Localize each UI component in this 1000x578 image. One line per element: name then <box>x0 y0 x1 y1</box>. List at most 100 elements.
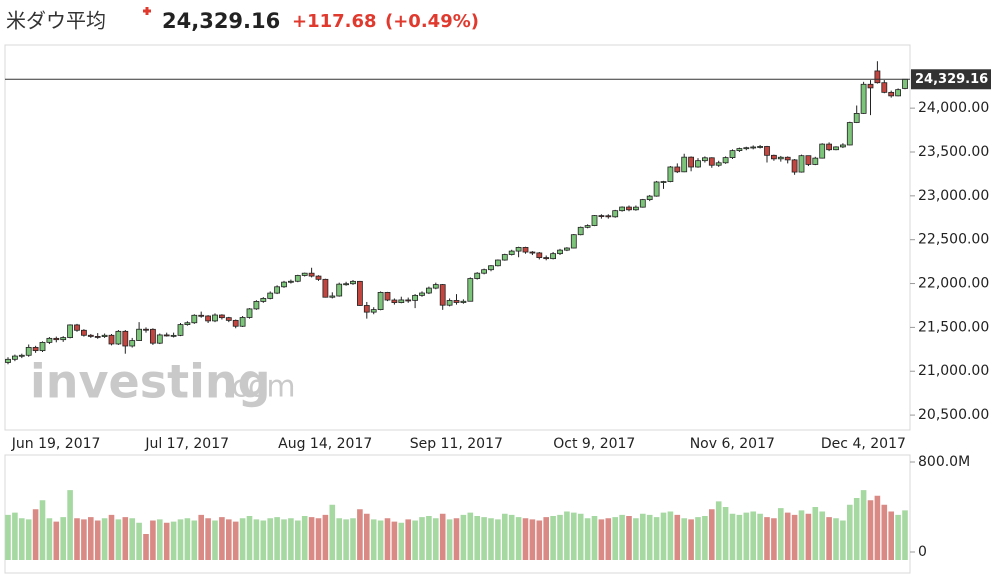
candle-body <box>653 181 660 197</box>
y-tick-label: 21,500.00 <box>918 319 989 335</box>
candle-body <box>881 82 888 93</box>
y-tick-label: 0 <box>918 544 927 560</box>
volume-bar <box>550 516 556 560</box>
candle-body <box>218 314 225 319</box>
volume-bar <box>833 518 839 560</box>
volume-bar <box>453 518 460 560</box>
y-tick-label: 800.0M <box>918 454 970 470</box>
candle-body <box>108 334 115 345</box>
candle-body <box>522 247 529 253</box>
volume-bar <box>377 520 384 560</box>
volume-bar <box>94 520 101 560</box>
volume-bar <box>315 518 322 560</box>
volume-bar <box>460 514 467 560</box>
candle-body <box>32 346 39 352</box>
candle-body <box>529 251 536 254</box>
volume-bar <box>391 521 398 560</box>
volume-bar <box>157 519 163 560</box>
candle-body <box>184 322 191 325</box>
candle-body <box>577 226 584 236</box>
volume-bar <box>136 522 142 560</box>
candle-body <box>87 334 94 337</box>
candle-body <box>481 269 488 274</box>
candle-body <box>743 147 750 150</box>
candle-body <box>674 166 681 173</box>
volume-bar <box>729 513 736 560</box>
volume-bar <box>571 512 577 560</box>
candle-body <box>729 150 736 159</box>
candle-body <box>722 157 729 164</box>
volume-bar <box>143 534 149 560</box>
volume-bar <box>812 507 819 560</box>
candle-body <box>626 206 632 211</box>
candle-body <box>833 146 839 151</box>
candle-body <box>425 287 432 294</box>
volume-bar <box>46 518 53 560</box>
volume-bar <box>598 519 605 560</box>
candle-body <box>584 225 591 228</box>
volume-bar <box>232 521 239 560</box>
volume-bar <box>515 517 522 560</box>
candle-body <box>67 324 73 338</box>
x-tick-label: Aug 14, 2017 <box>278 436 372 452</box>
change-percent: (+0.49%) <box>385 11 479 32</box>
volume-bar <box>239 518 246 560</box>
volume-bar <box>25 519 32 560</box>
candle-body <box>639 199 646 208</box>
candle-body <box>81 329 87 336</box>
candle-body <box>474 272 481 279</box>
candle-body <box>750 146 757 149</box>
volume-bar <box>108 514 115 560</box>
candle-body <box>695 160 701 168</box>
candle-body <box>488 265 494 271</box>
candle-body <box>232 319 239 327</box>
candle-body <box>646 195 653 201</box>
x-tick-label: Oct 9, 2017 <box>553 436 635 452</box>
volume-bar <box>364 513 370 560</box>
volume-bar <box>702 516 708 560</box>
candle-body <box>819 143 826 159</box>
volume-bar <box>736 514 743 560</box>
last-price-box <box>911 69 991 90</box>
volume-bar <box>881 504 888 560</box>
candle-body <box>198 314 205 317</box>
volume-bar <box>502 513 508 560</box>
candle-body <box>267 292 274 299</box>
candle-body <box>212 314 218 322</box>
volume-bar <box>384 518 391 560</box>
candle-body <box>115 330 122 345</box>
volume-bar <box>867 500 874 560</box>
volume-bar <box>764 517 770 560</box>
volume-bar <box>343 519 349 560</box>
last-price-label: 24,329.16 <box>915 72 988 87</box>
candle-body <box>536 252 543 258</box>
candle-body <box>564 247 570 251</box>
candle-body <box>784 156 791 161</box>
volume-bar <box>60 517 66 560</box>
volume-bar <box>219 517 225 560</box>
volume-bar <box>709 509 715 560</box>
candle-body <box>715 162 722 166</box>
candle-body <box>757 146 763 148</box>
volume-bar <box>246 516 253 560</box>
volume-bar <box>474 516 480 560</box>
volume-bar <box>467 512 474 560</box>
volume-bar <box>688 519 694 560</box>
x-tick-label: Nov 6, 2017 <box>690 436 775 452</box>
candle-body <box>515 247 522 252</box>
candle-body <box>543 257 550 260</box>
volume-bar <box>5 514 11 560</box>
volume-bar <box>19 518 25 560</box>
candle-body <box>301 272 308 276</box>
volume-bar <box>715 501 722 560</box>
candle-body <box>598 215 605 217</box>
volume-bar <box>12 512 18 560</box>
candle-body <box>557 249 563 255</box>
volume-bar <box>619 514 625 560</box>
volume-bar <box>902 510 908 560</box>
volume-bar <box>584 518 591 560</box>
volume-bar <box>322 514 329 560</box>
candle-body <box>363 305 370 313</box>
watermark-brand: investing <box>30 355 271 409</box>
